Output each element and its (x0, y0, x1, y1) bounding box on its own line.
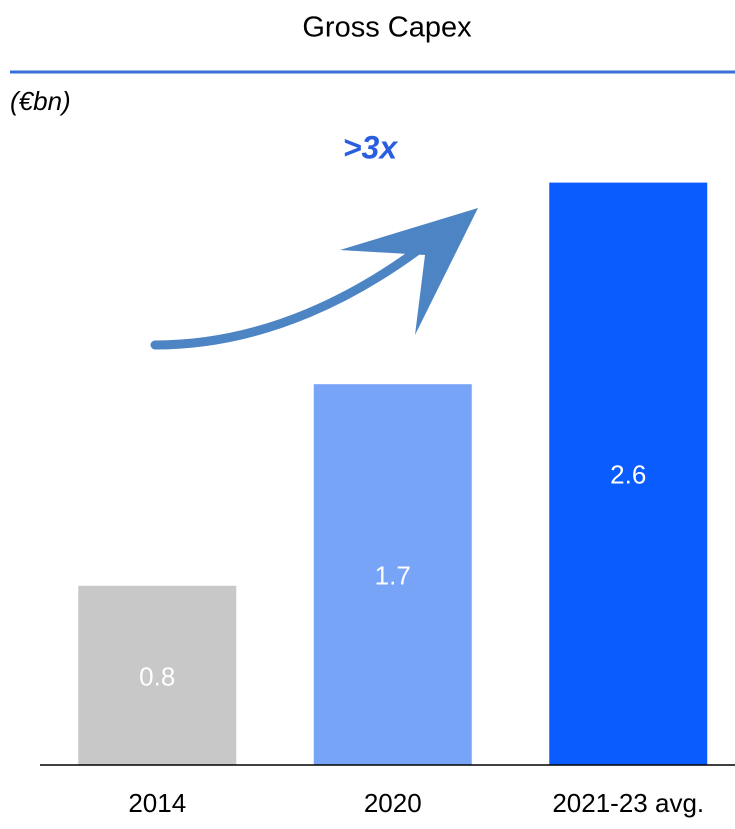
x-tick-label: 2014 (128, 788, 186, 818)
bar (78, 585, 237, 765)
growth-arrow (150, 208, 478, 350)
value-label: 1.7 (375, 560, 411, 590)
bar (549, 182, 708, 766)
value-label: 2.6 (610, 460, 646, 490)
growth-annotation: >3x (343, 129, 398, 165)
value-label: 0.8 (139, 661, 175, 691)
x-tick-label: 2020 (364, 788, 422, 818)
x-tick-label: 2021-23 avg. (552, 788, 704, 818)
chart-title: Gross Capex (302, 12, 472, 44)
unit-label: (€bn) (10, 86, 71, 116)
bar (313, 384, 472, 765)
